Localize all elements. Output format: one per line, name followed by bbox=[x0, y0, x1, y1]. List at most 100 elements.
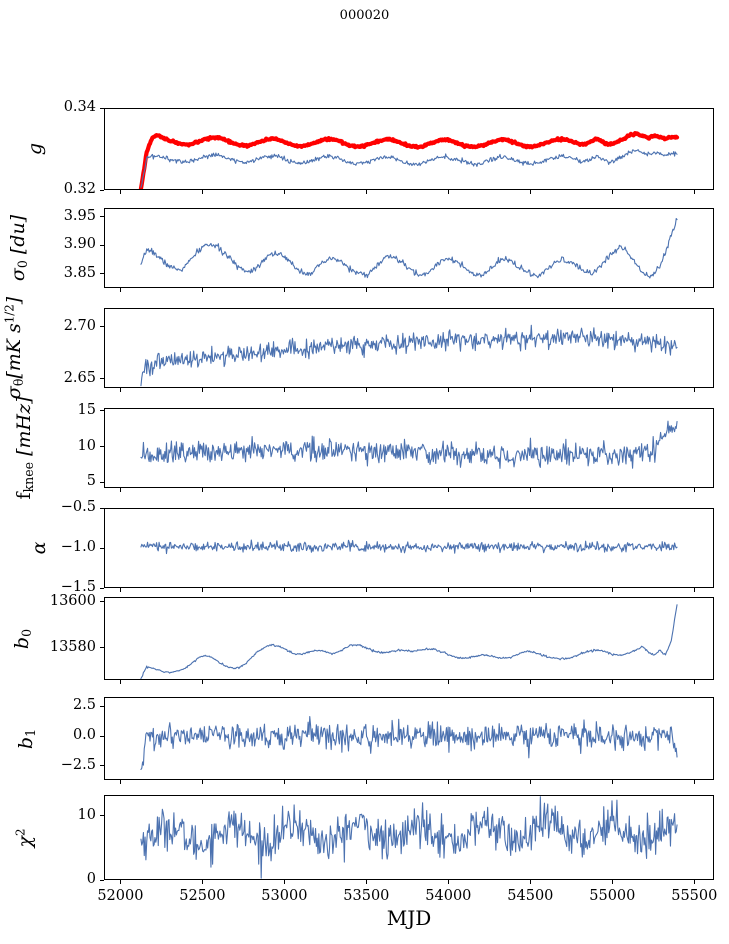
x-tick-mark bbox=[283, 680, 285, 684]
y-tick-mark bbox=[100, 189, 104, 191]
x-tick-mark bbox=[119, 190, 121, 194]
x-tick-mark bbox=[365, 388, 367, 392]
x-tick-mark bbox=[693, 780, 695, 784]
y-tick-mark bbox=[100, 705, 104, 708]
x-tick-mark bbox=[447, 190, 449, 194]
x-tick-mark bbox=[201, 880, 203, 884]
plot-panel-alpha bbox=[104, 508, 714, 588]
x-tick-mark bbox=[119, 680, 121, 684]
y-axis-label-b1: b1 bbox=[14, 728, 38, 749]
y-tick-mark bbox=[100, 481, 104, 483]
y-tick-mark bbox=[100, 378, 104, 380]
y-tick-label: 2.5 bbox=[72, 697, 96, 714]
x-tick-mark bbox=[529, 488, 531, 492]
series-line-g-red bbox=[141, 133, 677, 189]
x-tick-mark bbox=[693, 588, 695, 592]
x-tick-label: 53500 bbox=[343, 888, 390, 904]
x-tick-mark bbox=[447, 588, 449, 592]
y-tick-label: −0.5 bbox=[60, 499, 96, 515]
x-tick-mark bbox=[611, 288, 613, 292]
y-tick-label: 0 bbox=[86, 871, 96, 887]
y-tick-mark bbox=[100, 735, 104, 737]
x-tick-mark bbox=[119, 880, 121, 884]
y-tick-mark bbox=[100, 410, 104, 412]
y-tick-label: 13580 bbox=[49, 638, 96, 655]
series-line-alpha bbox=[141, 540, 677, 554]
x-tick-mark bbox=[529, 588, 531, 592]
x-tick-mark bbox=[447, 680, 449, 684]
x-tick-mark bbox=[611, 780, 613, 784]
x-tick-mark bbox=[611, 588, 613, 592]
y-tick-label: 2.70 bbox=[63, 317, 96, 334]
y-tick-label: 10 bbox=[77, 806, 96, 823]
x-tick-mark bbox=[611, 488, 613, 492]
y-axis-label-b0: b0 bbox=[10, 628, 34, 649]
y-tick-label: 10 bbox=[77, 437, 96, 454]
x-tick-mark bbox=[693, 488, 695, 492]
y-tick-mark bbox=[100, 107, 104, 109]
y-tick-mark bbox=[100, 587, 104, 589]
x-tick-mark bbox=[529, 388, 531, 392]
x-tick-mark bbox=[529, 680, 531, 684]
y-tick-label: 0.32 bbox=[63, 181, 96, 197]
y-tick-label: 0.0 bbox=[72, 727, 96, 744]
series-line-sigma_theta bbox=[141, 325, 677, 385]
y-tick-label: 0.34 bbox=[63, 99, 96, 115]
x-tick-mark bbox=[201, 680, 203, 684]
x-tick-mark bbox=[283, 780, 285, 784]
x-tick-mark bbox=[447, 288, 449, 292]
x-tick-mark bbox=[365, 880, 367, 884]
plot-panel-sigma_theta bbox=[104, 308, 714, 388]
series-line-f_knee bbox=[141, 421, 677, 468]
plot-panel-b0 bbox=[104, 597, 714, 680]
x-tick-label: 52000 bbox=[97, 888, 144, 904]
x-tick-mark bbox=[201, 488, 203, 492]
plot-panel-g-red bbox=[104, 108, 714, 190]
x-tick-mark bbox=[119, 588, 121, 592]
x-tick-mark bbox=[365, 680, 367, 684]
y-tick-mark bbox=[100, 547, 104, 549]
y-tick-mark bbox=[100, 647, 104, 649]
y-tick-label: 3.90 bbox=[63, 236, 96, 253]
x-tick-mark bbox=[365, 190, 367, 194]
x-tick-mark bbox=[611, 880, 613, 884]
x-axis-label: MJD bbox=[386, 906, 432, 930]
y-tick-label: 5 bbox=[86, 473, 96, 490]
x-tick-mark bbox=[693, 190, 695, 194]
y-tick-mark bbox=[100, 507, 104, 509]
y-tick-label: −1.5 bbox=[60, 579, 96, 595]
x-tick-mark bbox=[201, 588, 203, 592]
x-tick-mark bbox=[693, 680, 695, 684]
x-tick-label: 55500 bbox=[671, 888, 718, 904]
x-tick-mark bbox=[611, 190, 613, 194]
x-tick-label: 53000 bbox=[261, 888, 308, 904]
series-line-b0 bbox=[141, 605, 677, 679]
y-tick-mark bbox=[100, 879, 104, 881]
x-tick-mark bbox=[693, 288, 695, 292]
y-tick-mark bbox=[100, 765, 104, 767]
x-tick-mark bbox=[447, 880, 449, 884]
y-tick-label: −2.5 bbox=[60, 756, 96, 773]
y-tick-mark bbox=[100, 273, 104, 275]
x-tick-mark bbox=[283, 880, 285, 884]
x-tick-mark bbox=[119, 288, 121, 292]
x-tick-mark bbox=[529, 190, 531, 194]
series-line-b1 bbox=[141, 717, 677, 770]
y-tick-label: 3.95 bbox=[63, 207, 96, 224]
x-tick-mark bbox=[119, 780, 121, 784]
x-tick-mark bbox=[201, 288, 203, 292]
x-tick-mark bbox=[283, 488, 285, 492]
y-tick-label: 3.85 bbox=[63, 264, 96, 281]
x-tick-mark bbox=[201, 190, 203, 194]
x-tick-mark bbox=[693, 388, 695, 392]
x-tick-mark bbox=[201, 780, 203, 784]
x-tick-mark bbox=[365, 488, 367, 492]
series-line-sigma0 bbox=[141, 219, 677, 278]
y-tick-mark bbox=[100, 244, 104, 246]
y-tick-mark bbox=[100, 601, 104, 603]
x-tick-mark bbox=[529, 288, 531, 292]
y-tick-mark bbox=[100, 326, 104, 328]
x-tick-mark bbox=[283, 190, 285, 194]
y-axis-label-alpha: α bbox=[28, 541, 50, 555]
